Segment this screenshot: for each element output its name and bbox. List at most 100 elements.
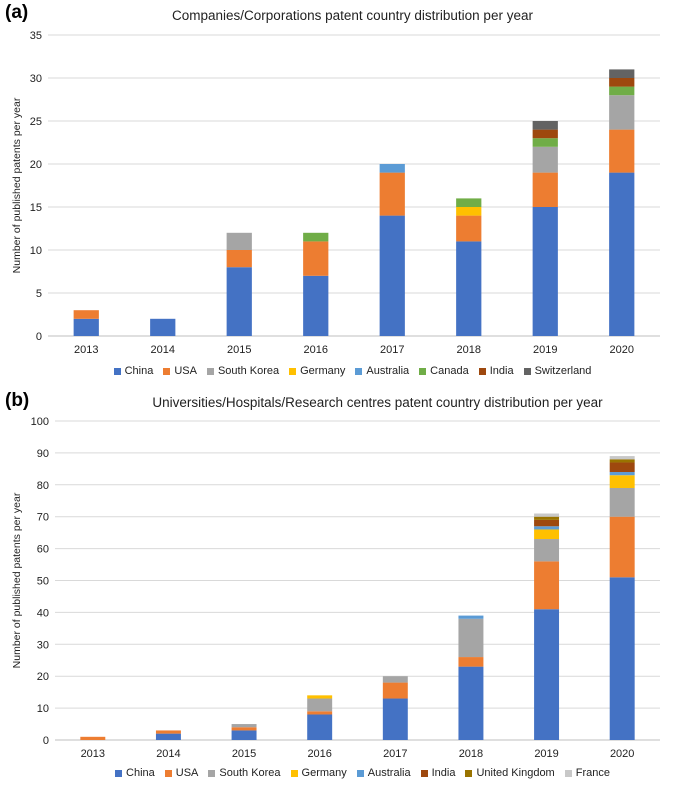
panel-a-y-tick-label: 25 xyxy=(30,116,42,128)
panel-b-x-tick-label: 2017 xyxy=(383,748,407,760)
panel-a-bar-2016-china xyxy=(303,275,329,336)
panel-b-bar-2019-australia xyxy=(534,526,560,530)
panel-b-legend-label: China xyxy=(126,767,155,779)
panel-b-bar-2020-usa xyxy=(609,516,635,578)
panel-a: (a) Companies/Corporations patent countr… xyxy=(0,0,685,390)
panel-b-bar-2020-germany xyxy=(609,475,635,488)
panel-b-bar-2020-united-kingdom xyxy=(609,459,635,463)
panel-b-legend-item: USA xyxy=(164,767,199,779)
panel-b-x-tick-label: 2018 xyxy=(459,748,483,760)
panel-a-y-axis-label: Number of published patents per year xyxy=(11,97,23,273)
panel-a-bar-2018-canada xyxy=(456,198,482,207)
panel-b-legend-item: India xyxy=(420,767,455,779)
panel-b-x-tick-label: 2020 xyxy=(610,748,634,760)
panel-a-x-tick-label: 2019 xyxy=(533,344,557,356)
panel-b-bar-2016-germany xyxy=(307,695,333,699)
panel-b-y-tick-label: 10 xyxy=(37,703,49,715)
panel-b-bar-2019-south-korea xyxy=(534,539,560,562)
panel-a-bar-2015-china xyxy=(226,267,252,336)
panel-a-y-tick-label: 35 xyxy=(30,30,42,42)
panel-a-legend-item: China xyxy=(113,365,153,377)
panel-b-bar-2020-france xyxy=(609,456,635,460)
panel-b-legend-swatch xyxy=(208,769,216,777)
panel-a-bar-2020-india xyxy=(609,78,635,87)
panel-a-bar-2013-usa xyxy=(73,310,99,319)
panel-b-bar-2016-china xyxy=(307,714,333,740)
panel-b-y-tick-label: 0 xyxy=(43,735,49,747)
panel-a-label: (a) xyxy=(5,2,29,23)
panel-b-legend-swatch xyxy=(564,769,572,777)
panel-b-y-tick-label: 90 xyxy=(37,448,49,460)
panel-b-bar-2019-usa xyxy=(534,561,560,610)
panel-a-bar-2020-switzerland xyxy=(609,69,635,78)
panel-b-legend-item: France xyxy=(564,767,610,779)
panel-b-legend-label: Germany xyxy=(301,767,347,779)
panel-a-y-tick-label: 30 xyxy=(30,73,42,85)
panel-a-legend-swatch xyxy=(289,367,297,375)
panel-a-y-tick-label: 0 xyxy=(36,331,42,343)
panel-a-y-tick-label: 20 xyxy=(30,159,42,171)
panel-a-y-tick-label: 10 xyxy=(30,245,42,257)
panel-b-x-tick-label: 2019 xyxy=(534,748,558,760)
panel-b-legend-swatch xyxy=(356,769,364,777)
panel-b-bar-2014-china xyxy=(155,733,181,740)
panel-a-bar-2019-usa xyxy=(532,172,558,207)
panel-a-bar-2017-australia xyxy=(379,164,405,173)
panel-a-chart: 0 5 10 15 20 25 30 35 Number of published patent… xyxy=(11,30,660,356)
panel-b-bar-2017-south-korea xyxy=(382,676,408,683)
panel-b-y-tick-label: 20 xyxy=(37,671,49,683)
panel-b-legend-swatch xyxy=(290,769,298,777)
panel-b-bar-2019-china xyxy=(534,609,560,740)
panel-a-legend-swatch xyxy=(419,367,427,375)
panel-a-bar-2015-south-korea xyxy=(226,232,252,250)
panel-b-bar-2013-usa xyxy=(80,736,106,740)
panel-a-bar-2019-china xyxy=(532,207,558,336)
panel-a-bar-2019-india xyxy=(532,129,558,139)
panel-b-y-tick-label: 60 xyxy=(37,544,49,556)
panel-a-legend-label: Australia xyxy=(366,365,410,377)
panel-a-legend-item: Canada xyxy=(419,365,469,377)
panel-a-legend-swatch xyxy=(478,367,486,375)
panel-a-x-tick-label: 2017 xyxy=(380,344,404,356)
panel-b-bar-2020-india xyxy=(609,462,635,473)
panel-b-bar-2014-usa xyxy=(155,730,181,734)
panel-a-legend-item: Switzerland xyxy=(523,365,591,377)
panel-a-legend: China USA South Korea Germany Australia Canad… xyxy=(10,365,685,377)
panel-a-bar-2020-china xyxy=(609,172,635,336)
panel-b-legend-label: United Kingdom xyxy=(476,767,555,779)
panel-b-bar-2018-south-korea xyxy=(458,618,484,658)
panel-a-legend-label: Canada xyxy=(430,365,469,377)
panel-b-chart: 0 10 20 30 40 50 60 70 80 90 100 Number of publishe… xyxy=(11,416,660,760)
panel-b-legend-label: France xyxy=(575,767,610,779)
panel-b-label: (b) xyxy=(5,390,30,411)
panel-b-x-tick-label: 2015 xyxy=(232,748,256,760)
panel-a-x-tick-label: 2016 xyxy=(304,344,328,356)
panel-b-y-tick-label: 50 xyxy=(37,576,49,588)
panel-a-bar-2018-china xyxy=(456,241,482,336)
panel-b-bar-2019-india xyxy=(534,519,560,527)
panel-a-legend-swatch xyxy=(113,367,121,375)
panel-a-bar-2020-canada xyxy=(609,86,635,96)
panel-b-title: Universities/Hospitals/Research centres … xyxy=(152,395,603,410)
panel-b-legend-label: South Korea xyxy=(219,767,281,779)
panel-a-bar-2020-south-korea xyxy=(609,95,635,130)
panel-a-bar-2020-usa xyxy=(609,129,635,173)
panel-b-bar-2018-china xyxy=(458,666,484,740)
panel-a-bar-2016-usa xyxy=(303,241,329,276)
panel-a-x-tick-label: 2014 xyxy=(151,344,175,356)
panel-a-x-tick-label: 2018 xyxy=(457,344,481,356)
panel-b-legend-label: USA xyxy=(175,767,199,779)
panel-a-bar-2017-usa xyxy=(379,172,405,216)
panel-b-legend-swatch xyxy=(420,769,428,777)
panel-b-legend: China USA South Korea Germany Australia India… xyxy=(20,767,685,779)
panel-b-x-tick-label: 2014 xyxy=(156,748,180,760)
panel-b-bar-2016-south-korea xyxy=(307,698,333,712)
panel-a-legend-swatch xyxy=(355,367,363,375)
panel-b-bar-2018-australia xyxy=(458,615,484,619)
panel-a-bar-2019-south-korea xyxy=(532,146,558,173)
panel-a-y-tick-label: 15 xyxy=(30,202,42,214)
panel-b-y-tick-label: 70 xyxy=(37,512,49,524)
panel-a-legend-item: South Korea xyxy=(206,365,279,377)
panel-b-y-tick-label: 30 xyxy=(37,639,49,651)
panel-b-legend-item: Germany xyxy=(290,767,347,779)
